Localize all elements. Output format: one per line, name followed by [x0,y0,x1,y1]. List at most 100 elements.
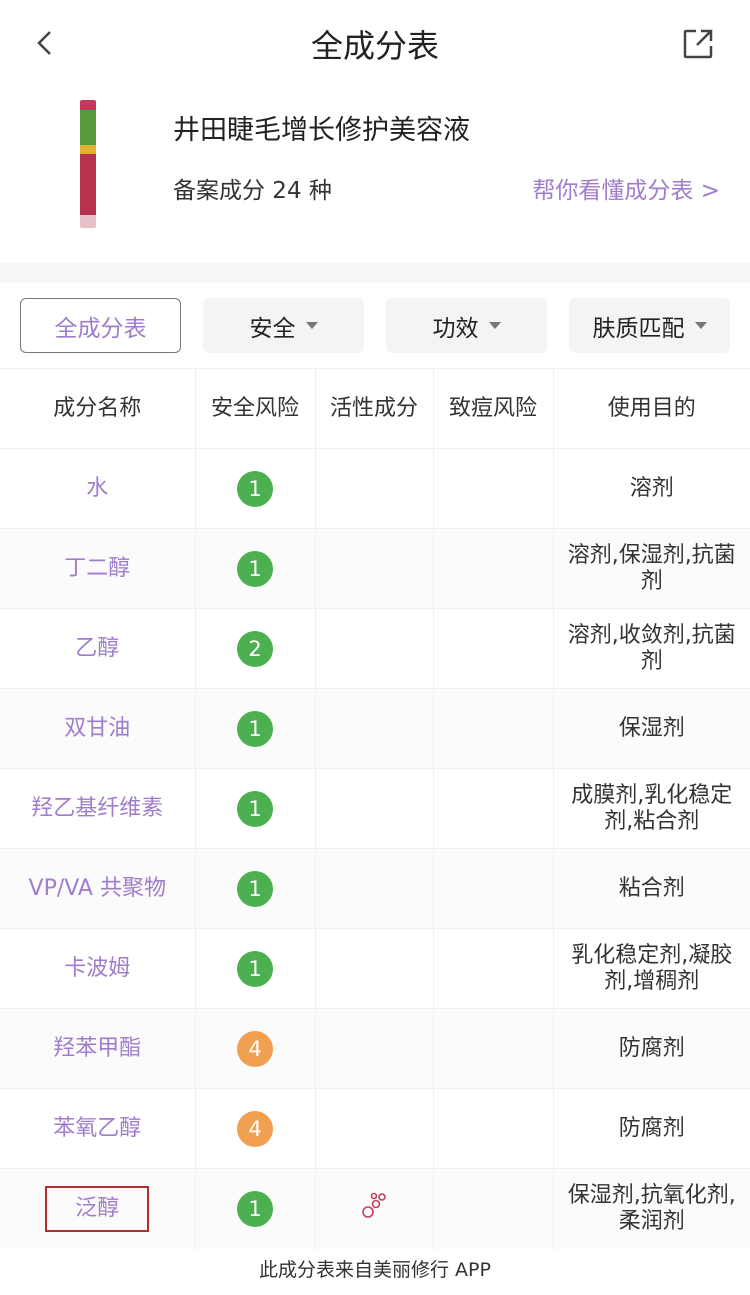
tab-safety[interactable]: 安全 [203,298,365,353]
tab-label: 安全 [249,315,296,342]
risk-badge: 1 [237,1190,273,1227]
risk-cell: 1 [195,768,316,849]
purpose-cell: 溶剂,保湿剂,抗菌剂 [553,528,750,609]
acne-cell [433,1008,554,1089]
footer-note: 此成分表来自美丽修行 APP [259,1259,491,1281]
name-cell: 丁二醇 [0,528,196,609]
table-row[interactable]: 苯氧乙醇 4 防腐剂 [0,1088,750,1169]
active-cell [315,1088,434,1169]
purpose-cell: 防腐剂 [553,1089,750,1169]
product-image [80,100,96,228]
page-title: 全成分表 [310,27,439,65]
purpose-text: 成膜剂,乳化稳定剂,粘合剂 [571,782,733,834]
name-cell: 乙醇 [0,608,196,689]
ingredient-name[interactable]: 水 [86,475,109,501]
risk-badge: 4 [237,1110,273,1147]
ingredient-name[interactable]: 卡波姆 [64,955,131,981]
name-cell: 水 [0,448,196,529]
purpose-cell: 乳化稳定剂,凝胶剂,增稠剂 [553,929,750,1009]
table-row[interactable]: 乙醇 2 溶剂,收敛剂,抗菌剂 [0,608,750,689]
table-row[interactable]: 羟苯甲酯 4 防腐剂 [0,1008,750,1089]
purpose-text: 乳化稳定剂,凝胶剂,增稠剂 [571,942,733,994]
active-cell [315,928,434,1009]
acne-cell [433,528,554,609]
purpose-text: 溶剂,保湿剂,抗菌剂 [567,542,736,594]
risk-cell: 4 [195,1088,316,1169]
tab-label: 功效 [432,315,479,342]
risk-cell: 1 [195,848,316,929]
filter-tabs: 全成分表 安全 功效 肤质匹配 [0,283,750,368]
nav-bar: 全成分表 [0,0,750,88]
purpose-text: 溶剂,收敛剂,抗菌剂 [567,622,736,674]
acne-cell [433,608,554,689]
ingredient-name[interactable]: 苯氧乙醇 [53,1115,142,1141]
table-row[interactable]: 羟乙基纤维素 1 成膜剂,乳化稳定剂,粘合剂 [0,768,750,849]
ingredient-name[interactable]: VP/VA 共聚物 [28,875,166,901]
active-cell [315,528,434,609]
column-header: 安全风险 [195,368,316,449]
active-cell [315,688,434,769]
active-cell [315,448,434,529]
tab-skin-match[interactable]: 肤质匹配 [569,298,731,353]
purpose-cell: 保湿剂 [553,688,750,769]
active-cell [315,608,434,689]
tab-efficacy[interactable]: 功效 [386,298,548,353]
risk-cell: 1 [195,688,316,769]
ingredient-name[interactable]: 丁二醇 [64,555,131,581]
purpose-cell: 溶剂 [553,449,750,529]
column-header: 成分名称 [0,368,196,449]
purpose-text: 粘合剂 [618,875,685,901]
table-row[interactable]: 水 1 溶剂 [0,448,750,529]
product-card: 井田睫毛增长修护美容液 备案成分 24 种 帮你看懂成分表 > [0,88,750,263]
name-cell: 卡波姆 [0,928,196,1009]
risk-badge: 1 [237,470,273,507]
purpose-cell: 成膜剂,乳化稳定剂,粘合剂 [553,769,750,849]
name-cell: 羟乙基纤维素 [0,768,196,849]
risk-cell: 1 [195,528,316,609]
tab-all-ingredients[interactable]: 全成分表 [20,298,182,353]
share-icon[interactable] [682,28,714,60]
caret-down-icon [694,322,707,329]
ingredient-name[interactable]: 羟苯甲酯 [53,1035,142,1061]
column-header: 使用目的 [607,395,696,421]
table-row[interactable]: VP/VA 共聚物 1 粘合剂 [0,848,750,929]
risk-cell: 1 [195,928,316,1009]
ingredient-name[interactable]: 泛醇 [75,1195,120,1221]
name-cell: 苯氧乙醇 [0,1088,196,1169]
chevron-left-icon[interactable] [30,28,60,58]
caret-down-icon [305,322,318,329]
risk-cell: 4 [195,1008,316,1089]
purpose-text: 保湿剂 [618,715,685,741]
name-cell: 羟苯甲酯 [0,1008,196,1089]
active-cell [315,1008,434,1089]
acne-cell [433,688,554,769]
purpose-text: 防腐剂 [618,1115,685,1141]
risk-badge: 1 [237,950,273,987]
help-link[interactable]: 帮你看懂成分表 > [532,178,720,204]
active-cell [315,848,434,929]
product-name: 井田睫毛增长修护美容液 [173,115,470,146]
risk-badge: 1 [237,790,273,827]
risk-cell: 2 [195,608,316,689]
purpose-text: 防腐剂 [618,1035,685,1061]
acne-cell [433,928,554,1009]
table-row[interactable]: 丁二醇 1 溶剂,保湿剂,抗菌剂 [0,528,750,609]
tab-label: 全成分表 [54,315,147,342]
table-row[interactable]: 双甘油 1 保湿剂 [0,688,750,769]
risk-badge: 2 [237,630,273,667]
table-row[interactable]: 卡波姆 1 乳化稳定剂,凝胶剂,增稠剂 [0,928,750,1009]
acne-cell [433,768,554,849]
purpose-text: 溶剂 [629,475,674,501]
acne-cell [433,1168,554,1249]
active-ingredient-icon [362,1192,386,1219]
column-header: 活性成分 [315,368,434,449]
purpose-cell: 保湿剂,抗氧化剂,柔润剂 [553,1168,750,1249]
caret-down-icon [488,322,501,329]
ingredient-name[interactable]: 乙醇 [75,635,120,661]
ingredient-name[interactable]: 羟乙基纤维素 [31,795,164,821]
active-cell [315,768,434,849]
purpose-text: 保湿剂,抗氧化剂,柔润剂 [567,1182,736,1234]
ingredient-name[interactable]: 双甘油 [64,715,131,741]
divider [0,263,750,283]
table-row[interactable]: 泛醇 1 保湿剂,抗氧化剂,柔润剂 [0,1168,750,1249]
